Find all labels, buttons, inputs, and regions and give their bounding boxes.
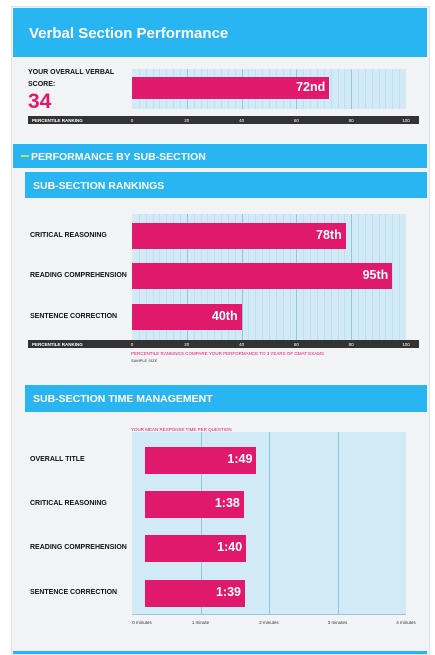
percentile-note: PERCENTILE RANKINGS COMPARE YOUR PERFORM… [131,351,324,356]
x-tick-label: 100 [402,341,410,347]
x-tick-label: 80 [348,341,354,347]
overall-score-value: 34 [28,90,52,113]
gridline-minor [358,69,360,109]
x-tick-label: 60 [293,341,299,347]
bar-value-label: 1:40 [217,540,243,554]
category-label: READING COMPREHENSION [30,272,127,279]
time-section-header: SUB-SECTION TIME MANAGEMENT [25,385,427,412]
section-marker [21,155,29,157]
x-tick-label: 100 [402,117,410,123]
bar [145,490,244,518]
gridline-major [351,69,353,109]
x-axis-band [28,340,419,348]
page-title: Verbal Section Performance [13,8,427,57]
gridline-minor [392,69,394,109]
bar [132,223,346,249]
gridline-major [269,432,270,614]
bar [145,579,246,607]
x-axis-title: PERCENTILE RANKING [32,341,83,347]
category-label: SENTENCE CORRECTION [30,313,118,320]
bar [132,263,393,289]
gridline-minor [371,69,373,109]
overall-score-label-2: SCORE: [28,81,56,88]
bar-value-label: 95th [362,268,389,282]
gridline-major [200,432,202,614]
bar-value-label: 72nd [296,80,326,94]
category-label: READING COMPREHENSION [30,544,127,551]
x-axis-line [132,614,406,615]
gridline-minor [399,214,401,340]
gridline-minor [378,69,380,109]
x-tick-label: 40 [239,117,245,123]
gridline-minor [385,69,387,109]
gridline-minor [392,214,394,340]
bar [145,534,247,562]
bar-value-label: 1:38 [214,496,240,510]
category-label: SENTENCE CORRECTION [30,589,118,596]
x-tick-label: 0 [130,117,134,123]
bar [132,77,330,99]
sample-size-note: SAMPLE SIZE [131,358,158,363]
x-tick-label: 4 minutes [396,620,416,625]
bar [132,304,242,330]
x-tick-label: 20 [184,341,190,347]
x-tick-label: 40 [239,341,245,347]
x-tick-label: 0 [130,341,134,347]
bar [145,446,257,474]
time-note: YOUR MEAN RESPONSE TIME PER QUESTION [131,427,232,432]
x-axis-title: PERCENTILE RANKING [32,117,83,123]
x-tick-label: 2 minutes [259,620,279,625]
gridline-minor [344,69,346,109]
bar-value-label: 1:49 [227,452,253,466]
overall-score-label: YOUR OVERALL VERBAL [28,69,115,76]
gridline-minor [330,69,332,109]
performance-section-header: PERFORMANCE BY SUB-SECTION [13,144,427,168]
x-tick-label: 1 minute [191,620,210,625]
gridline-minor [337,69,339,109]
x-tick-label: 0 minutes [132,620,152,625]
x-tick-label: 80 [348,117,354,123]
x-tick-label: 60 [293,117,299,123]
gridline-minor [364,69,366,109]
x-tick-label: 20 [184,117,190,123]
rankings-section-header: SUB-SECTION RANKINGS [25,172,427,198]
bar-value-label: 78th [316,228,342,242]
bar-value-label: 40th [211,309,238,323]
gridline-minor [399,69,401,109]
bottom-divider [13,651,427,654]
bar-value-label: 1:39 [215,585,242,599]
category-label: OVERALL TITLE [30,456,85,463]
performance-section-title: PERFORMANCE BY SUB-SECTION [31,151,206,163]
category-label: CRITICAL REASONING [30,500,107,507]
x-tick-label: 3 minutes [327,620,348,625]
x-axis-band [28,116,419,124]
category-label: CRITICAL REASONING [30,232,107,239]
gridline-major [337,432,339,614]
